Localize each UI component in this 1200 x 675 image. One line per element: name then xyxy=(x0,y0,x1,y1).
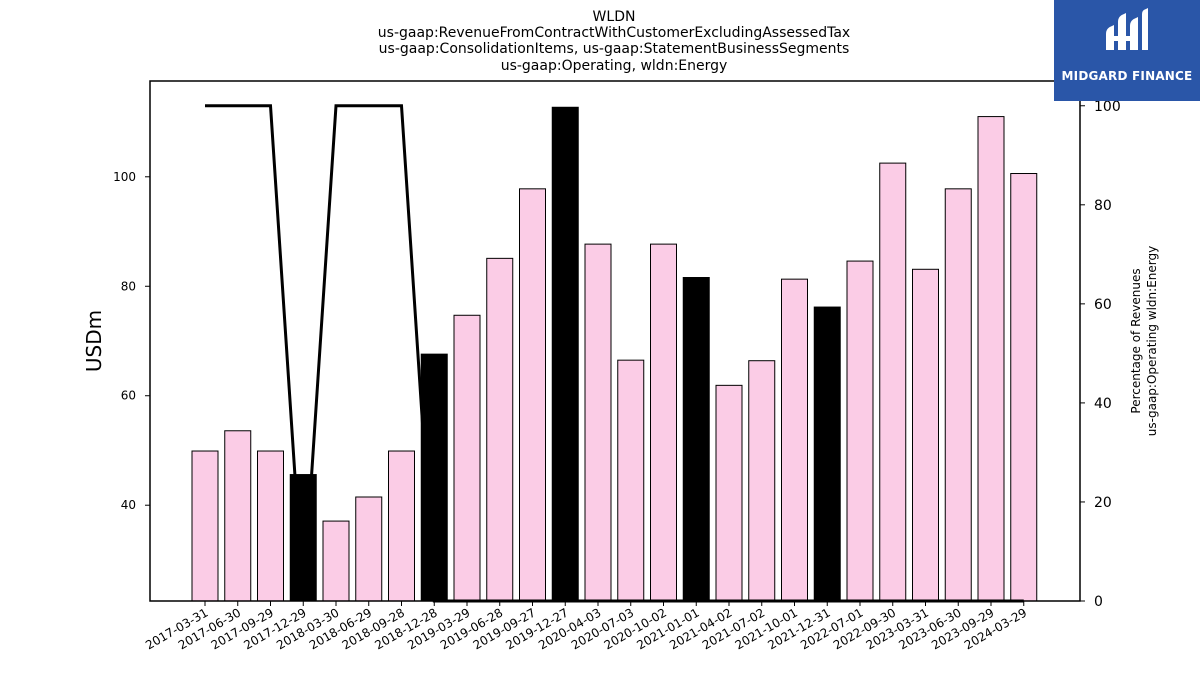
logo-text: MIDGARD FINANCE xyxy=(1061,69,1193,83)
chart-title-line: us-gaap:Operating, wldn:Energy xyxy=(501,58,728,74)
bar xyxy=(519,188,546,602)
bar xyxy=(224,430,252,602)
bar xyxy=(453,314,481,602)
chart-title-line: us-gaap:RevenueFromContractWithCustomerE… xyxy=(378,25,850,41)
bar xyxy=(486,257,514,602)
y2-tick-label: 20 xyxy=(1094,495,1112,511)
bar xyxy=(715,384,743,602)
bar xyxy=(355,496,383,602)
x-axis: 2017-03-312017-06-302017-09-292017-12-29… xyxy=(143,601,1029,652)
chart-title: WLDN us-gaap:RevenueFromContractWithCust… xyxy=(378,9,850,74)
y2-tick-label: 60 xyxy=(1094,297,1112,313)
y2-tick-label: 0 xyxy=(1094,594,1103,610)
y-axis-right: 0 20 40 60 80 100 xyxy=(1080,99,1121,610)
midgard-finance-logo: MIDGARD FINANCE xyxy=(1054,0,1200,101)
y-tick-label: 100 xyxy=(113,170,136,184)
bar xyxy=(584,243,612,602)
y-axis-left: 40 60 80 100 xyxy=(113,170,150,512)
y-tick-label: 80 xyxy=(121,279,136,293)
bar xyxy=(781,278,808,602)
bar xyxy=(650,243,677,602)
bar xyxy=(846,260,874,602)
bar xyxy=(322,520,350,602)
bar xyxy=(748,360,776,602)
plot-frame xyxy=(149,80,1081,602)
chart-title-line: WLDN xyxy=(593,9,636,25)
y-tick-label: 60 xyxy=(121,389,136,403)
y2-tick-label: 100 xyxy=(1094,99,1121,115)
bar xyxy=(257,450,284,602)
y-tick-label: 40 xyxy=(121,498,136,512)
bar xyxy=(682,277,710,602)
bar xyxy=(191,450,219,602)
y2-tick-label: 80 xyxy=(1094,198,1112,214)
y2-axis-label-line: Percentage of Revenues xyxy=(1129,268,1143,413)
bar xyxy=(977,116,1005,602)
y2-tick-label: 40 xyxy=(1094,396,1112,412)
y-axis-label: USDm xyxy=(82,310,106,372)
chart-title-line: us-gaap:ConsolidationItems, us-gaap:Stat… xyxy=(379,41,850,57)
bar xyxy=(388,450,415,602)
bar xyxy=(912,268,939,602)
bar xyxy=(879,162,907,602)
bar xyxy=(944,188,972,602)
bar xyxy=(551,106,579,602)
bar-series xyxy=(191,106,1038,602)
bar xyxy=(813,306,841,602)
logo-mark-icon xyxy=(1106,8,1148,50)
y2-axis-label-line: us-gaap:Operating wldn:Energy xyxy=(1145,246,1159,436)
bar xyxy=(617,359,645,602)
bar xyxy=(1010,173,1038,602)
